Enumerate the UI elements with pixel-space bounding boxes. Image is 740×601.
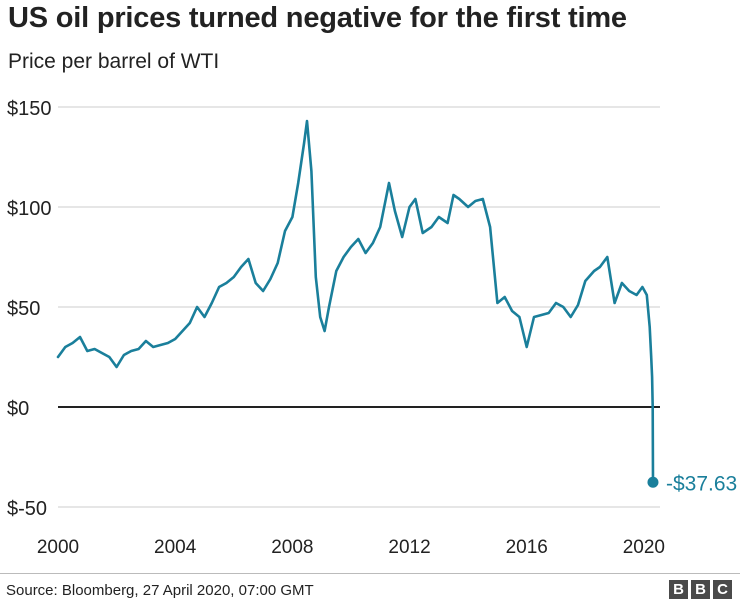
x-tick-label: 2016 — [506, 537, 548, 558]
bbc-logo: B B C — [669, 580, 732, 599]
bbc-logo-letter: B — [669, 580, 688, 599]
x-tick-label: 2020 — [623, 537, 665, 558]
series-layer — [56, 119, 655, 484]
y-tick-label: $150 — [7, 98, 52, 120]
series-line — [56, 119, 655, 484]
x-tick-label: 2004 — [154, 537, 197, 558]
y-tick-label: $0 — [7, 398, 29, 420]
line-chart: $150$100$50$0$-50 2000 2004 2008 2012 2016 20… — [7, 98, 737, 558]
annotation-layer: -$37.63 — [647, 472, 737, 495]
x-tick-label: 2012 — [388, 537, 430, 558]
source-note: Source: Bloomberg, 27 April 2020, 07:00 … — [6, 582, 314, 599]
x-tick-label: 2000 — [37, 537, 79, 558]
x-axis-tick-labels: 2000 2004 2008 2012 2016 2020 — [37, 537, 665, 558]
grid-lines — [58, 106, 660, 508]
chart-subtitle: Price per barrel of WTI — [8, 50, 220, 73]
y-tick-label: $50 — [7, 298, 40, 320]
x-tick-label: 2008 — [271, 537, 313, 558]
y-axis-tick-labels: $150 $100 $50 $0 $-50 — [7, 98, 52, 520]
y-tick-label: $100 — [7, 198, 52, 220]
bbc-logo-letter: C — [713, 580, 732, 599]
bbc-logo-letter: B — [691, 580, 710, 599]
end-value-label: -$37.63 — [666, 472, 737, 495]
end-point-marker — [647, 476, 659, 488]
chart-title: US oil prices turned negative for the fi… — [8, 2, 627, 34]
y-tick-label: $-50 — [7, 498, 47, 520]
footer-divider — [0, 573, 740, 574]
